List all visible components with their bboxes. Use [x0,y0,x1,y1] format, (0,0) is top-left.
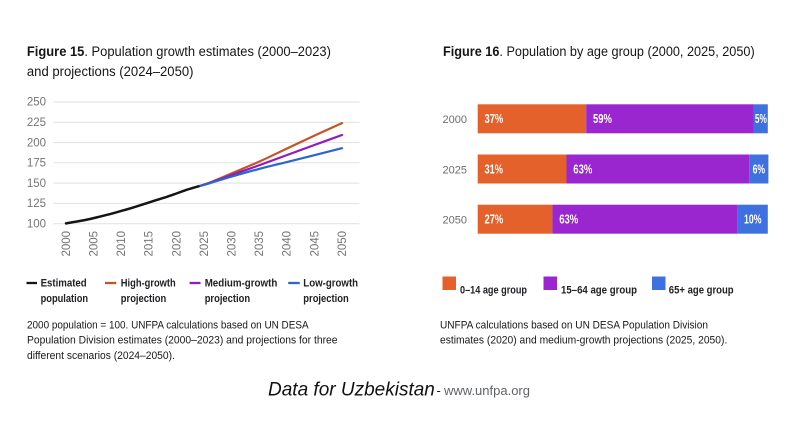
svg-text:2000: 2000 [443,114,467,126]
svg-text:59%: 59% [593,111,612,126]
svg-text:2035: 2035 [254,231,266,257]
svg-text:2045: 2045 [309,231,321,257]
svg-text:2000: 2000 [61,231,73,257]
svg-text:125: 125 [27,198,46,210]
svg-text:UNFPA calculations based on UN: UNFPA calculations based on UN DESA Popu… [440,320,708,332]
svg-text:Medium-growth: Medium-growth [205,278,278,290]
svg-text:Figure 15. Population growth e: Figure 15. Population growth estimates (… [27,44,331,59]
svg-text:200: 200 [27,137,46,149]
svg-text:2050: 2050 [337,231,349,257]
svg-text:225: 225 [27,117,46,129]
svg-text:2015: 2015 [144,231,156,257]
svg-text:150: 150 [27,178,46,190]
svg-text:estimates (2020) and medium-gr: estimates (2020) and medium-growth proje… [440,335,727,347]
svg-text:2025: 2025 [443,164,467,176]
svg-text:2000 population = 100. UNFPA c: 2000 population = 100. UNFPA calculation… [27,320,309,332]
svg-text:100: 100 [27,218,46,230]
svg-text:65+ age group: 65+ age group [669,284,734,296]
svg-text:2040: 2040 [282,231,294,257]
svg-text:2050: 2050 [443,215,467,227]
svg-text:31%: 31% [485,161,504,176]
svg-text:High-growth: High-growth [121,278,176,290]
svg-text:6%: 6% [753,161,766,176]
svg-text:projection: projection [205,293,251,305]
svg-text:and projections (2024–2050): and projections (2024–2050) [27,64,194,79]
svg-text:2020: 2020 [171,231,183,257]
svg-text:www.unfpa.org: www.unfpa.org [443,383,530,398]
svg-text:2030: 2030 [227,231,239,257]
svg-text:27%: 27% [485,212,504,227]
svg-text:15–64 age group: 15–64 age group [561,284,637,296]
svg-text:Population Division estimates: Population Division estimates (2000–2023… [27,335,338,347]
svg-text:different scenarios (2024–2050: different scenarios (2024–2050). [27,350,175,362]
svg-text:175: 175 [27,158,46,170]
svg-text:63%: 63% [559,212,578,227]
svg-text:Estimated: Estimated [41,278,87,290]
svg-text:population: population [41,293,89,305]
svg-text:63%: 63% [573,161,592,176]
svg-text:-: - [437,383,441,398]
svg-text:5%: 5% [755,111,767,126]
svg-text:2010: 2010 [116,231,128,257]
svg-text:projection: projection [121,293,167,305]
svg-text:250: 250 [27,97,46,109]
svg-text:Low-growth: Low-growth [303,278,358,290]
svg-text:Figure 16. Population by age g: Figure 16. Population by age group (2000… [443,44,755,59]
svg-text:Data for Uzbekistan: Data for Uzbekistan [268,380,435,401]
svg-text:2005: 2005 [89,231,101,257]
svg-text:10%: 10% [744,212,762,227]
svg-text:projection: projection [303,293,349,305]
svg-text:37%: 37% [485,111,504,126]
svg-text:0–14 age group: 0–14 age group [460,284,527,296]
svg-text:2025: 2025 [199,231,211,257]
